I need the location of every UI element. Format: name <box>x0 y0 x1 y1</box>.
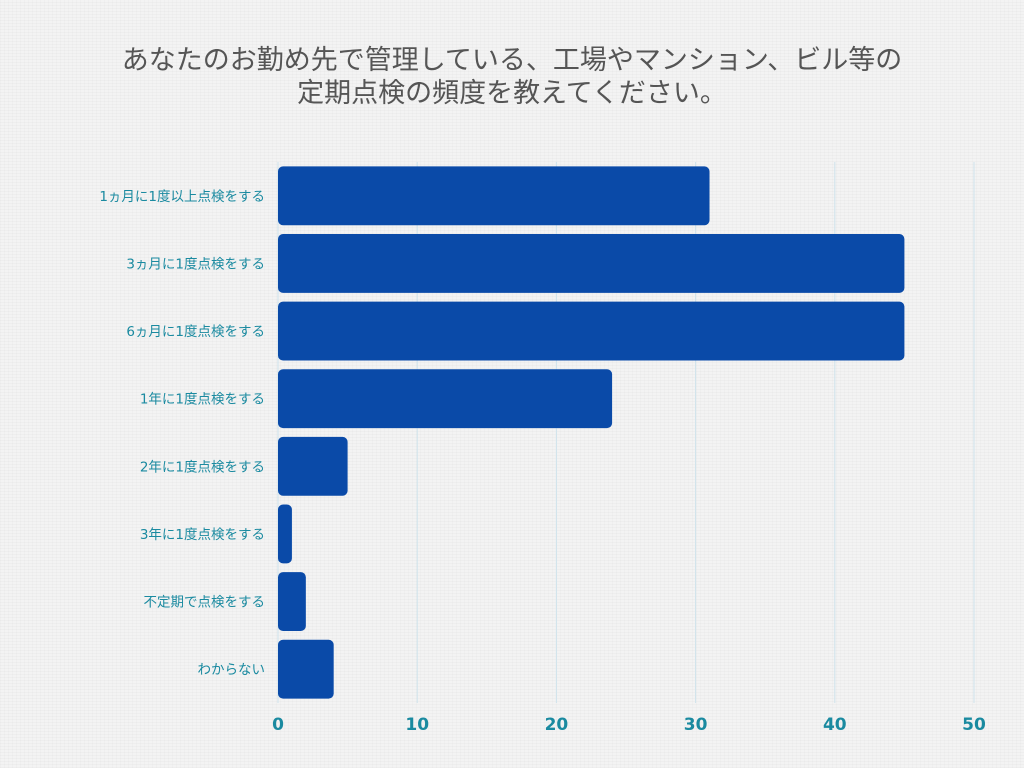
chart-title: あなたのお勤め先で管理している、工場やマンション、ビル等の 定期点検の頻度を教え… <box>0 44 1024 110</box>
x-tick-label: 30 <box>684 715 708 735</box>
bar <box>278 572 306 631</box>
x-tick-labels: 0 10 20 30 40 50 <box>272 715 986 735</box>
bar <box>278 504 292 564</box>
category-label: 1ヵ月に1度以上点検をする <box>99 189 265 205</box>
bar <box>278 369 613 429</box>
bar <box>278 301 905 361</box>
bar <box>278 436 348 496</box>
category-label: 3ヵ月に1度点検をする <box>126 256 265 272</box>
category-label: 不定期で点検をする <box>144 595 266 611</box>
x-tick-label: 20 <box>545 715 569 735</box>
x-tick-label: 0 <box>272 715 284 735</box>
chart-title-line-2: 定期点検の頻度を教えてください。 <box>297 78 727 109</box>
bar <box>278 639 334 699</box>
category-label: 2年に1度点検をする <box>140 459 265 475</box>
category-label: 6ヵ月に1度点検をする <box>126 324 265 340</box>
category-label: 3年に1度点検をする <box>140 527 265 543</box>
x-tick-label: 40 <box>823 715 847 735</box>
bar <box>278 166 710 226</box>
bars <box>278 166 905 699</box>
category-labels: 1ヵ月に1度以上点検をする 3ヵ月に1度点検をする 6ヵ月に1度点検をする 1年に1度… <box>99 189 265 678</box>
x-tick-label: 50 <box>962 715 986 735</box>
bar <box>278 234 905 293</box>
category-label: 1年に1度点検をする <box>140 392 265 408</box>
chart-title-line-1: あなたのお勤め先で管理している、工場やマンション、ビル等の <box>121 45 903 76</box>
category-label: わからない <box>198 662 266 678</box>
x-tick-label: 10 <box>405 715 429 735</box>
